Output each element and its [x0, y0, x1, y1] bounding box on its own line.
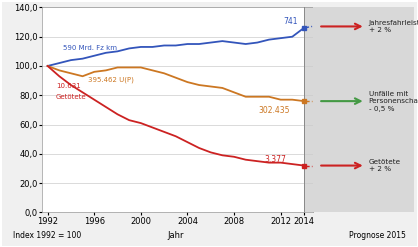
Text: 10.631: 10.631: [56, 83, 81, 89]
Text: Jahr: Jahr: [167, 231, 184, 240]
Text: Unfälle mit
Personenschaden
- 0,5 %: Unfälle mit Personenschaden - 0,5 %: [369, 91, 418, 112]
Text: 302.435: 302.435: [258, 105, 290, 115]
Text: Prognose 2015: Prognose 2015: [349, 231, 405, 240]
Text: Getötete
+ 2 %: Getötete + 2 %: [369, 159, 401, 172]
Text: 3.377: 3.377: [265, 155, 286, 164]
Bar: [304, 7, 325, 212]
Text: 741: 741: [284, 17, 298, 26]
Text: Jahresfahrleistung
+ 2 %: Jahresfahrleistung + 2 %: [369, 20, 418, 33]
Text: 395.462 U(P): 395.462 U(P): [88, 77, 134, 83]
Text: Index 1992 = 100: Index 1992 = 100: [13, 231, 81, 240]
Text: 590 Mrd. Fz km: 590 Mrd. Fz km: [63, 45, 117, 51]
Text: Getötete: Getötete: [56, 94, 87, 100]
